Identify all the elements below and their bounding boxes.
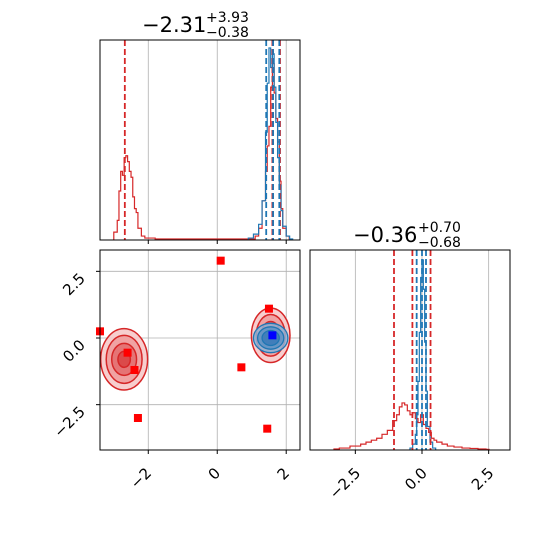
- title-x-plus: +3.93: [206, 10, 249, 26]
- tick-label-y-hist-0: −2.5: [326, 464, 364, 502]
- hist-x-red: [113, 63, 290, 240]
- tick-label-y-1: 0.0: [59, 336, 89, 366]
- marker-2: [123, 348, 132, 357]
- tick-label-x-2: 2: [274, 464, 293, 483]
- histogram-x-panel: [99, 39, 301, 244]
- frame-joint: [99, 249, 301, 451]
- title-y-minus: −0.68: [418, 235, 461, 251]
- marker-3: [130, 366, 139, 374]
- tick-label-y-0: −2.5: [50, 403, 88, 441]
- tick-label-x-0: −2: [127, 464, 155, 492]
- histogram-y-panel: −2.5 0.0 2.5: [309, 249, 511, 503]
- frame-hist-x: [99, 39, 301, 241]
- truth-marker: [268, 331, 277, 340]
- marker-0: [216, 256, 225, 265]
- tick-label-y-hist-2: 2.5: [468, 464, 498, 494]
- joint-2d-panel: −2 0 2 −2.5 0.0 2.5: [50, 249, 301, 492]
- frame-hist-y: [309, 249, 511, 451]
- marker-6: [133, 414, 142, 422]
- marker-5: [237, 363, 246, 372]
- title-y: −0.36 +0.70 −0.68: [353, 220, 461, 251]
- marker-4: [264, 304, 273, 313]
- marker-7: [263, 424, 272, 433]
- title-x-value: −2.31: [142, 13, 206, 37]
- title-y-plus: +0.70: [418, 220, 461, 236]
- title-x-minus: −0.38: [206, 25, 249, 41]
- title-y-value: −0.36: [353, 223, 417, 247]
- tick-label-y-2: 2.5: [59, 269, 89, 299]
- title-x: −2.31 +3.93 −0.38: [142, 10, 249, 41]
- tick-label-x-1: 0: [205, 464, 224, 483]
- tick-label-y-hist-1: 0.0: [401, 464, 431, 494]
